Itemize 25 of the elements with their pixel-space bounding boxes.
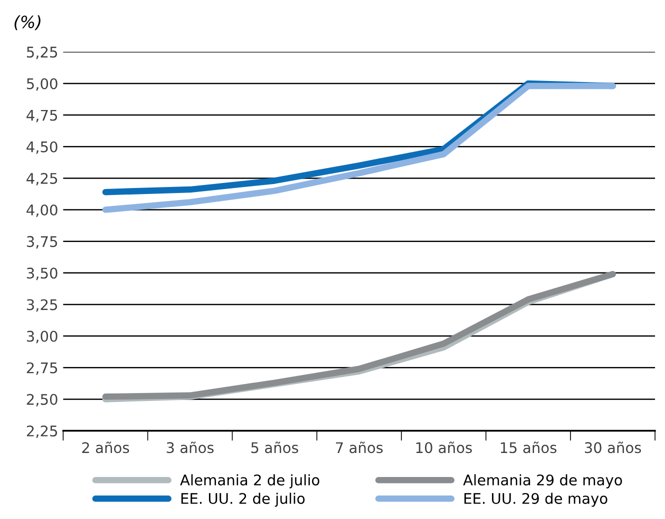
x-tick-label: 5 años xyxy=(251,442,298,454)
legend-label: Alemania 29 de mayo xyxy=(463,474,622,488)
y-tick-label: 3,25 xyxy=(26,299,58,312)
x-tick-label: 30 años xyxy=(584,442,641,454)
y-axis-title: (%) xyxy=(14,15,40,30)
y-tick-label: 4,00 xyxy=(26,204,58,217)
y-tick-label: 2,25 xyxy=(26,425,58,438)
y-tick-label: 3,75 xyxy=(26,236,58,249)
y-tick-label: 2,50 xyxy=(26,394,58,406)
y-tick-label: 3,00 xyxy=(26,330,58,344)
x-tick-label: 2 años xyxy=(82,442,130,454)
y-tick-label: 5,25 xyxy=(26,46,58,60)
legend-label: EE. UU. 2 de julio xyxy=(181,492,305,507)
legend-label: EE. UU. 29 de mayo xyxy=(464,492,608,507)
x-tick-label: 15 años xyxy=(500,442,556,454)
y-tick-label: 4,75 xyxy=(26,110,58,122)
x-tick-label: 7 años xyxy=(336,442,383,454)
x-tick-label: 10 años xyxy=(416,442,472,454)
y-tick-label: 4,50 xyxy=(26,141,58,154)
y-tick-label: 5,00 xyxy=(26,78,58,91)
y-tick-label: 3,50 xyxy=(26,268,58,280)
legend-label: Alemania 2 de julio xyxy=(180,474,320,488)
x-tick-label: 3 años xyxy=(166,442,214,454)
y-tick-label: 4,25 xyxy=(26,172,58,186)
y-tick-label: 2,75 xyxy=(26,362,58,375)
